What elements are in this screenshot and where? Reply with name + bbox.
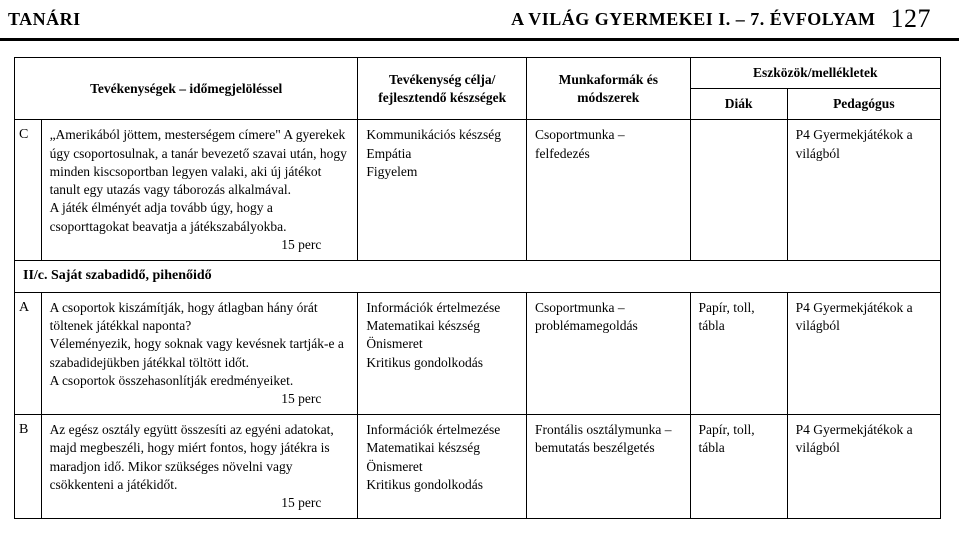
row-ped: P4 Gyermekjátékok a világból (787, 415, 940, 519)
th-activities: Tevékenységek – időmegjelöléssel (15, 58, 358, 120)
row-method: Frontális osztálymunka – bemutatás beszé… (527, 415, 691, 519)
activity-time: 15 perc (50, 236, 350, 254)
row-method: Csoportmunka – felfedezés (527, 120, 691, 261)
row-activity: „Amerikából jöttem, mesterségem címere" … (41, 120, 358, 261)
row-marker: C (15, 120, 42, 261)
header-title: A VILÁG GYERMEKEI I. – 7. ÉVFOLYAM (511, 9, 875, 29)
row-method: Csoportmunka – problémamegoldás (527, 292, 691, 414)
row-activity: Az egész osztály együtt összesíti az egy… (41, 415, 358, 519)
header-left: TANÁRI (8, 9, 81, 30)
row-diak: Papír, toll, tábla (690, 292, 787, 414)
row-goal: Információk értelmezéseMatematikai készs… (358, 415, 527, 519)
header-bar: TANÁRI A VILÁG GYERMEKEI I. – 7. ÉVFOLYA… (0, 0, 959, 38)
th-method: Munkaformák és módszerek (527, 58, 691, 120)
page: TANÁRI A VILÁG GYERMEKEI I. – 7. ÉVFOLYA… (0, 0, 959, 554)
activity-text: „Amerikából jöttem, mesterségem címere" … (50, 127, 347, 233)
row-diak: Papír, toll, tábla (690, 415, 787, 519)
table-head-row-1: Tevékenységek – időmegjelöléssel Tevéken… (15, 58, 941, 89)
section-title: II/c. Saját szabadidő, pihenőidő (15, 260, 941, 292)
row-marker: A (15, 292, 42, 414)
th-goal: Tevékenység célja/ fejlesztendő készsége… (358, 58, 527, 120)
row-activity: A csoportok kiszámítják, hogy átlagban h… (41, 292, 358, 414)
page-number: 127 (891, 4, 932, 33)
activity-time: 15 perc (50, 390, 350, 408)
header-right: A VILÁG GYERMEKEI I. – 7. ÉVFOLYAM 127 (511, 4, 931, 34)
table-row: B Az egész osztály együtt összesíti az e… (15, 415, 941, 519)
row-ped: P4 Gyermekjátékok a világból (787, 120, 940, 261)
section-row: II/c. Saját szabadidő, pihenőidő (15, 260, 941, 292)
lesson-table: Tevékenységek – időmegjelöléssel Tevéken… (14, 57, 941, 519)
row-diak (690, 120, 787, 261)
row-goal: Információk értelmezéseMatematikai készs… (358, 292, 527, 414)
activity-time: 15 perc (50, 494, 350, 512)
th-tools-group: Eszközök/mellékletek (690, 58, 940, 89)
th-diak: Diák (690, 89, 787, 120)
table-wrap: Tevékenységek – időmegjelöléssel Tevéken… (0, 57, 959, 519)
table-row: C „Amerikából jöttem, mesterségem címere… (15, 120, 941, 261)
row-goal: Kommunikációs készségEmpátiaFigyelem (358, 120, 527, 261)
th-ped: Pedagógus (787, 89, 940, 120)
table-row: A A csoportok kiszámítják, hogy átlagban… (15, 292, 941, 414)
activity-text: Az egész osztály együtt összesíti az egy… (50, 422, 334, 492)
row-marker: B (15, 415, 42, 519)
header-rule (0, 38, 959, 41)
activity-text: A csoportok kiszámítják, hogy átlagban h… (50, 300, 344, 388)
row-ped: P4 Gyermekjátékok a világból (787, 292, 940, 414)
